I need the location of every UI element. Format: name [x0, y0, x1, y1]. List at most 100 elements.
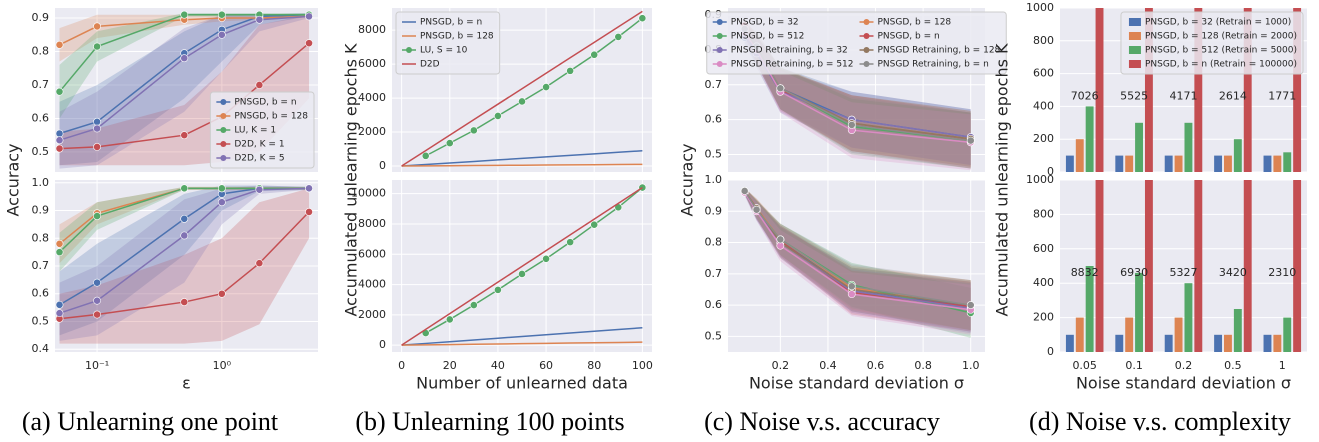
legend-item: PNSGD, b = n	[216, 98, 297, 108]
plot-area	[1065, 180, 1302, 352]
marker	[180, 214, 189, 223]
marker	[55, 136, 64, 145]
marker	[494, 112, 502, 120]
legend-marker	[220, 155, 227, 161]
bar	[1273, 155, 1282, 172]
marker	[542, 83, 550, 91]
legend-item: LU, K = 1	[216, 126, 276, 136]
bar	[1214, 155, 1223, 172]
bar	[1065, 334, 1074, 352]
marker	[55, 87, 64, 96]
y-tick-label: 200	[1033, 311, 1054, 324]
y-tick-label: 0.5	[32, 145, 50, 158]
y-tick-label: 0.7	[32, 259, 50, 272]
legend-marker	[863, 47, 870, 53]
marker	[217, 30, 226, 39]
y-tick-label: 1.0	[32, 176, 50, 189]
caption: (c) Noise v.s. accuracy	[704, 407, 940, 436]
marker	[518, 270, 526, 278]
legend-swatch	[1128, 46, 1141, 54]
bar	[1095, 8, 1104, 172]
y-tick-label: 0.4	[32, 342, 50, 355]
legend-item: PNSGD, b = 128	[859, 18, 951, 28]
bar	[1293, 180, 1302, 352]
marker	[255, 259, 264, 268]
confidence-band	[59, 13, 310, 119]
line	[425, 186, 643, 334]
y-tick-label: 4000	[358, 91, 386, 104]
y-axis-label: Accumulated unlearning epochs K	[993, 43, 1012, 317]
line	[401, 150, 643, 167]
legend-marker	[220, 141, 227, 147]
bar	[1283, 152, 1292, 172]
value-label: 2614	[1219, 90, 1247, 103]
marker	[180, 231, 189, 240]
legend-label: PNSGD, b = 128	[234, 112, 308, 122]
legend-box	[209, 91, 315, 169]
bar	[1135, 272, 1143, 352]
legend-item: PNSGD Retraining, b = 512	[712, 60, 854, 70]
x-tick-label: 80	[587, 359, 601, 372]
bar	[1224, 334, 1232, 352]
bar	[1263, 334, 1272, 352]
y-tick-label: 0.9	[32, 11, 50, 24]
y-tick-label: 4000	[358, 278, 386, 291]
bar	[1174, 317, 1183, 352]
marker	[55, 40, 64, 49]
value-label: 3420	[1219, 266, 1247, 279]
y-tick-label: 0.6	[705, 298, 723, 311]
marker	[55, 248, 64, 257]
marker	[752, 205, 761, 214]
y-tick-label: 0	[1047, 345, 1054, 358]
y-tick-label: 0.8	[32, 45, 50, 58]
plot-area	[401, 10, 647, 167]
y-tick-label: 1.0	[705, 173, 723, 186]
marker	[966, 136, 975, 145]
marker	[776, 84, 785, 93]
y-tick-label: 0	[379, 338, 386, 351]
bar	[1144, 8, 1153, 172]
marker	[776, 235, 785, 244]
caption: (d) Noise v.s. complexity	[1029, 407, 1291, 436]
value-label: 5327	[1170, 266, 1198, 279]
legend-label: PNSGD, b = n	[420, 18, 482, 28]
x-tick-label: 0.1	[1125, 359, 1143, 372]
marker	[494, 285, 502, 294]
plot-area	[401, 183, 647, 346]
x-tick-label: 1.0	[962, 359, 980, 372]
y-tick-label: 6000	[358, 247, 386, 260]
bar	[1293, 8, 1302, 172]
y-tick-label: 0.5	[705, 329, 723, 342]
line	[59, 42, 310, 150]
marker	[55, 239, 64, 248]
legend-label: PNSGD, b = n	[878, 32, 940, 42]
plot-area	[740, 18, 975, 171]
bar	[1085, 266, 1094, 352]
legend-box	[706, 11, 1007, 75]
legend-label: LU, K = 1	[234, 126, 276, 136]
x-tick-label: 0.8	[914, 359, 932, 372]
y-tick-label: 200	[1033, 132, 1054, 145]
x-tick-label: 0.5	[1224, 359, 1242, 372]
marker	[255, 81, 264, 89]
bar	[1164, 155, 1173, 172]
legend-box	[1120, 11, 1304, 75]
marker	[847, 120, 856, 129]
marker	[305, 12, 313, 21]
value-label: 4171	[1170, 90, 1198, 103]
bar	[1075, 317, 1084, 352]
marker	[847, 290, 856, 299]
grid	[55, 180, 318, 352]
bar	[1174, 155, 1183, 172]
marker	[93, 22, 101, 31]
bar	[1233, 309, 1242, 352]
bar	[1115, 334, 1124, 352]
legend: PNSGD, b = 32 PNSGD, b = 128 PNSGD, b = 51…	[706, 11, 1007, 75]
marker	[740, 187, 749, 195]
value-label: 8832	[1071, 266, 1099, 279]
legend-marker	[220, 99, 227, 105]
legend-label: D2D	[420, 60, 440, 70]
bar	[1115, 155, 1124, 172]
bar	[1273, 334, 1282, 352]
y-tick-label: 0.6	[32, 111, 50, 124]
